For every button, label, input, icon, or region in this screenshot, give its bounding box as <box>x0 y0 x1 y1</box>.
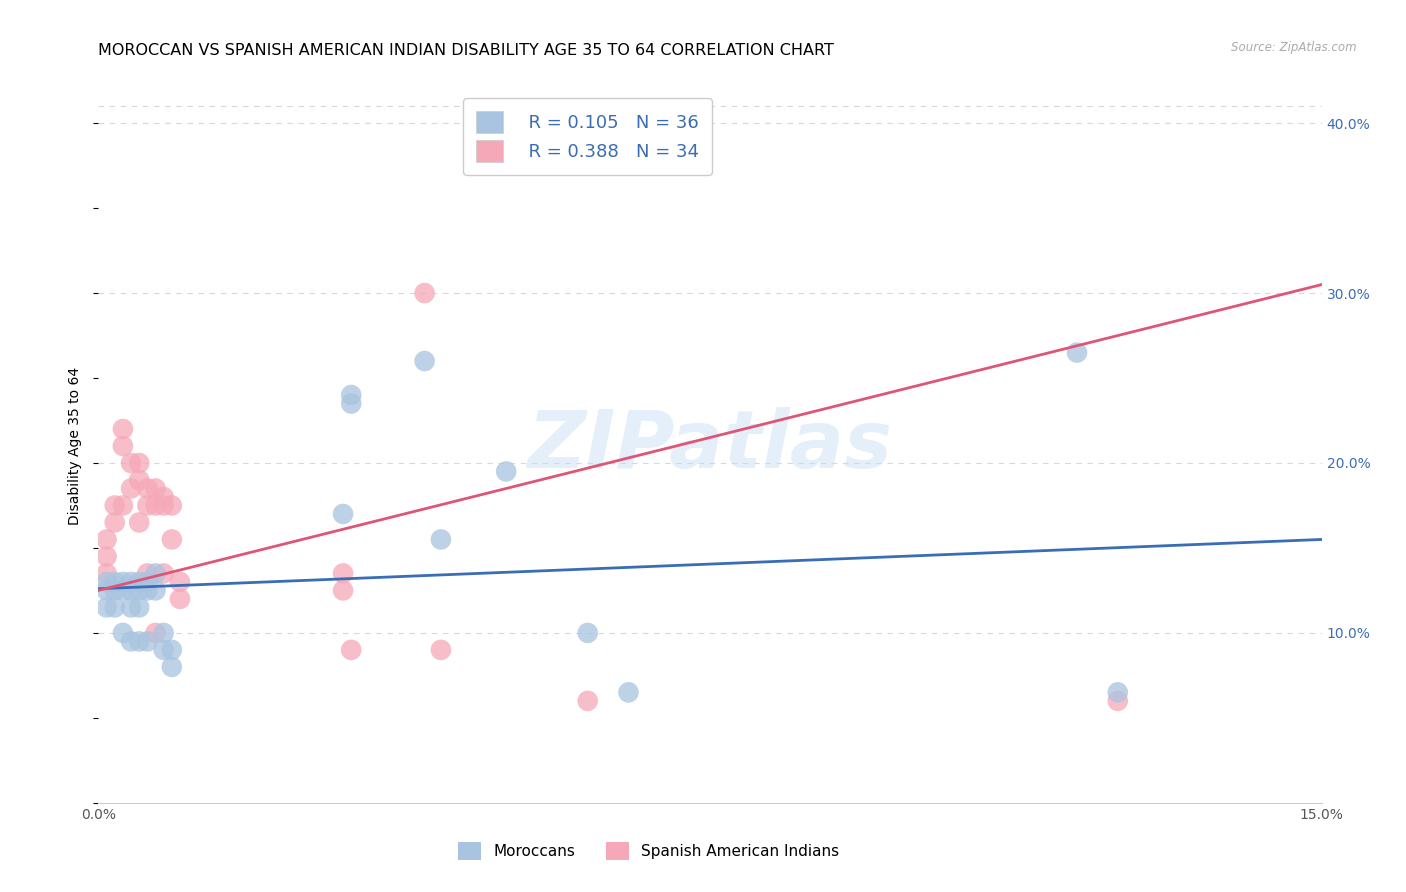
Point <box>340 396 363 410</box>
Point <box>104 583 127 598</box>
Y-axis label: Disability Age 35 to 64: Disability Age 35 to 64 <box>69 367 83 525</box>
Point <box>145 499 167 513</box>
Point <box>104 574 127 589</box>
Point <box>495 465 517 479</box>
Point <box>128 600 150 615</box>
Point <box>111 574 134 589</box>
Point <box>145 583 167 598</box>
Point <box>120 634 142 648</box>
Point <box>111 422 134 436</box>
Point <box>120 600 142 615</box>
Point <box>413 286 436 301</box>
Point <box>160 660 183 674</box>
Point <box>111 626 134 640</box>
Point <box>1066 345 1088 359</box>
Point <box>136 574 159 589</box>
Point <box>120 482 142 496</box>
Point <box>111 583 134 598</box>
Point <box>128 473 150 487</box>
Point <box>104 600 127 615</box>
Point <box>169 591 191 606</box>
Point <box>145 482 167 496</box>
Point <box>160 533 183 547</box>
Point <box>96 583 118 598</box>
Point <box>340 643 363 657</box>
Point <box>120 574 142 589</box>
Point <box>332 566 354 581</box>
Point <box>430 533 453 547</box>
Point <box>128 574 150 589</box>
Point <box>152 566 174 581</box>
Point <box>340 388 363 402</box>
Point <box>136 499 159 513</box>
Point <box>152 626 174 640</box>
Point <box>128 634 150 648</box>
Point <box>136 566 159 581</box>
Point <box>576 694 599 708</box>
Point <box>160 643 183 657</box>
Point <box>120 456 142 470</box>
Point <box>96 574 118 589</box>
Point <box>152 490 174 504</box>
Text: MOROCCAN VS SPANISH AMERICAN INDIAN DISABILITY AGE 35 TO 64 CORRELATION CHART: MOROCCAN VS SPANISH AMERICAN INDIAN DISA… <box>98 43 834 58</box>
Point <box>96 566 118 581</box>
Point <box>160 499 183 513</box>
Point <box>136 634 159 648</box>
Point <box>430 643 453 657</box>
Point <box>111 439 134 453</box>
Point <box>128 516 150 530</box>
Point <box>120 583 142 598</box>
Point <box>413 354 436 368</box>
Point <box>332 507 354 521</box>
Point <box>576 626 599 640</box>
Point <box>96 600 118 615</box>
Legend: Moroccans, Spanish American Indians: Moroccans, Spanish American Indians <box>453 836 845 866</box>
Point <box>96 549 118 564</box>
Point <box>1107 685 1129 699</box>
Point <box>136 583 159 598</box>
Point <box>332 583 354 598</box>
Point <box>104 516 127 530</box>
Point <box>128 456 150 470</box>
Point <box>111 499 134 513</box>
Text: Source: ZipAtlas.com: Source: ZipAtlas.com <box>1232 40 1357 54</box>
Point <box>152 643 174 657</box>
Point <box>104 499 127 513</box>
Point <box>617 685 640 699</box>
Point <box>145 566 167 581</box>
Point <box>96 533 118 547</box>
Point <box>1107 694 1129 708</box>
Point <box>658 159 681 173</box>
Text: ZIPatlas: ZIPatlas <box>527 407 893 485</box>
Point <box>152 499 174 513</box>
Point <box>169 574 191 589</box>
Point <box>128 583 150 598</box>
Point <box>136 482 159 496</box>
Point <box>145 626 167 640</box>
